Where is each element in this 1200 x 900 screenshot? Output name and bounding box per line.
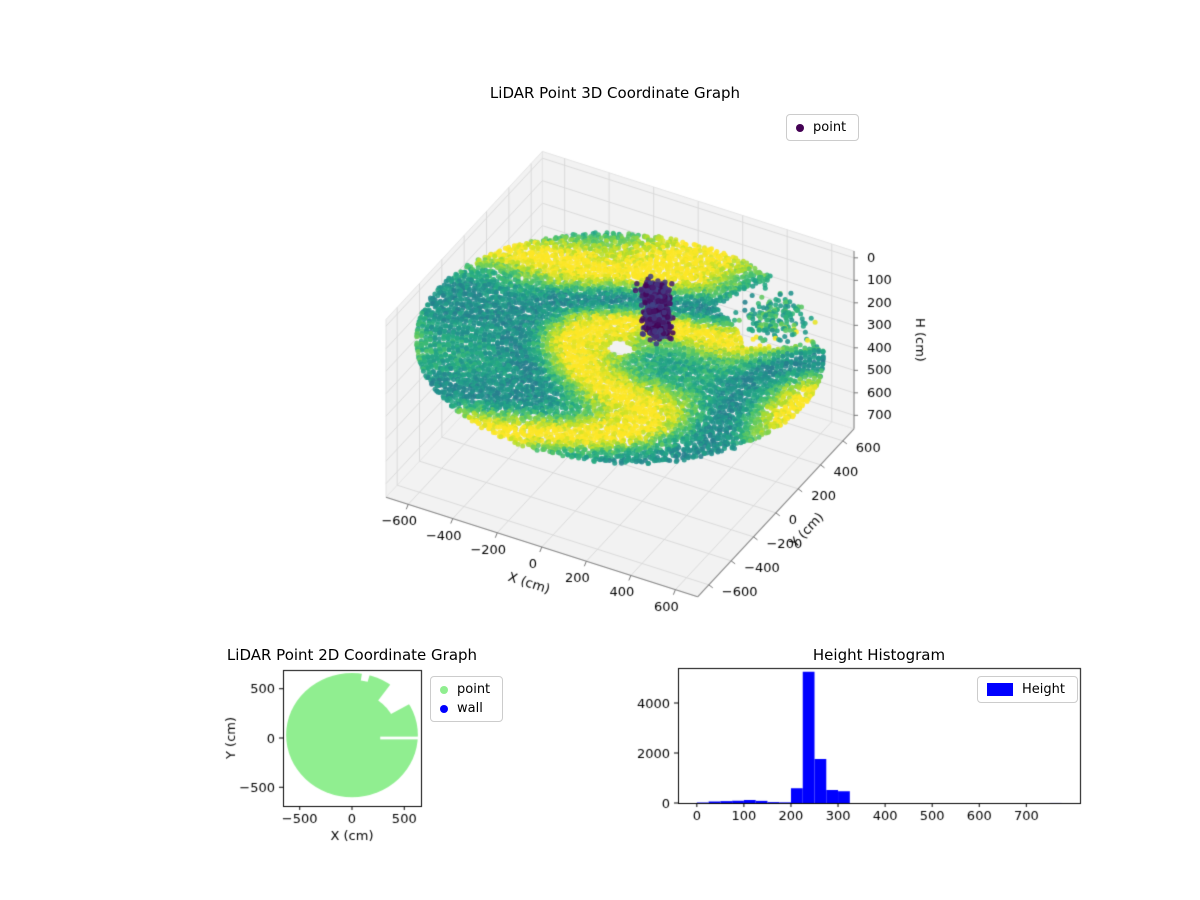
- plot3d-title: LiDAR Point 3D Coordinate Graph: [489, 84, 741, 102]
- plot2d-title: LiDAR Point 2D Coordinate Graph: [226, 646, 478, 664]
- height-patch-icon: [987, 683, 1013, 696]
- legend-label-point-3d: point: [813, 120, 847, 135]
- legend-label-point-2d: point: [457, 682, 491, 697]
- legend-entry-wall-2d: wall: [440, 701, 490, 716]
- wall-marker-icon: [440, 704, 448, 713]
- histogram-title: Height Histogram: [812, 646, 946, 664]
- plot2d-legend: point wall: [430, 676, 504, 722]
- point-marker-icon: [440, 685, 448, 694]
- legend-entry-point-3d: point: [796, 120, 846, 135]
- plot3d-legend: point: [786, 114, 860, 141]
- legend-label-height: Height: [1022, 682, 1065, 697]
- legend-entry-height: Height: [987, 682, 1065, 697]
- legend-label-wall-2d: wall: [457, 701, 483, 716]
- legend-entry-point-2d: point: [440, 682, 490, 697]
- histogram-legend: Height: [977, 676, 1078, 703]
- point-marker-icon: [796, 123, 804, 132]
